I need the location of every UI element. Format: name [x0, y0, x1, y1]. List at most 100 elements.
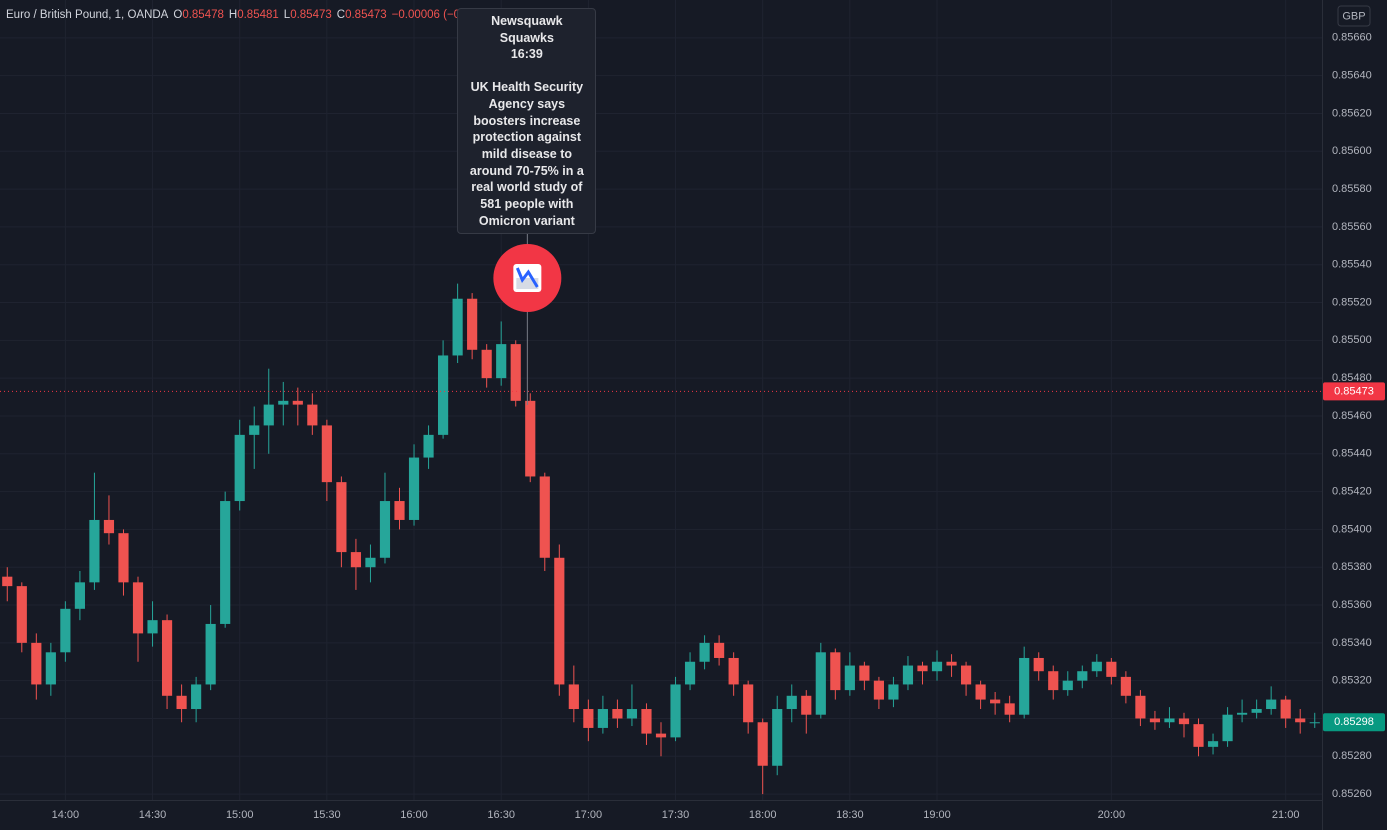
news-tooltip: Newsquawk Squawks 16:39 UK Health Securi…: [457, 8, 597, 235]
y-tick-label: 0.85440: [1332, 448, 1372, 460]
chart-header: Euro / British Pound, 1, OANDA O0.85478 H0…: [6, 9, 490, 21]
candle-body: [423, 434, 434, 458]
candle-body: [990, 699, 1001, 704]
y-tick-label: 0.85420: [1332, 485, 1372, 497]
y-tick-label: 0.85600: [1332, 145, 1372, 157]
x-tick-label: 18:00: [749, 809, 777, 821]
candle-body: [481, 349, 492, 379]
candle-body: [597, 709, 608, 728]
ohlc-key: L: [283, 9, 291, 21]
candle-body: [510, 344, 521, 401]
candle-body: [350, 552, 362, 568]
candle-body: [161, 620, 173, 696]
event-icon: [515, 267, 539, 288]
candle-body: [670, 684, 681, 738]
ohlc-value: 0.85473: [345, 9, 387, 21]
candle-body: [917, 665, 928, 672]
symbol: Euro / British Pound, 1, OANDA: [6, 9, 169, 21]
candle-body: [496, 344, 507, 379]
price-tag: [1323, 713, 1385, 732]
candle-body: [1280, 699, 1291, 719]
candle-body: [89, 519, 100, 583]
x-tick-label: 18:30: [836, 809, 864, 821]
candle-body: [408, 457, 420, 520]
candle-body: [467, 298, 478, 350]
candle-body: [714, 642, 725, 658]
candle-body: [1309, 722, 1320, 724]
y-tick-label: 0.85320: [1332, 675, 1372, 687]
news-source: Newsquawk Squawks: [491, 14, 563, 45]
currency-box: [1337, 5, 1371, 27]
candle-body: [772, 709, 783, 766]
x-tick-label: 20:00: [1098, 809, 1126, 821]
x-tick-label: 17:30: [662, 809, 690, 821]
y-tick-label: 0.85380: [1332, 561, 1372, 573]
news-time: 16:39: [510, 47, 543, 62]
candle-body: [1091, 661, 1102, 672]
candle-body: [263, 404, 274, 426]
candle-body: [1149, 718, 1161, 723]
candle-body: [554, 557, 565, 685]
candle-body: [655, 733, 667, 738]
y-tick-label: 0.85260: [1332, 788, 1372, 800]
ohlc-value: 0.85478: [182, 9, 224, 21]
candle-body: [539, 476, 550, 558]
candle-body: [16, 586, 27, 643]
candle-body: [859, 665, 870, 681]
candle-body: [292, 400, 303, 405]
candle-body: [379, 501, 391, 558]
x-tick-label: 14:30: [139, 809, 167, 821]
candle-body: [975, 684, 986, 700]
candle-body: [902, 665, 914, 685]
candle-body: [1019, 657, 1030, 715]
candle-body: [1237, 712, 1248, 715]
candle-body: [888, 684, 899, 700]
candle-body: [321, 425, 332, 483]
y-tick-label: 0.85360: [1332, 599, 1372, 611]
ohlc-value: 0.85473: [290, 9, 332, 21]
candle-body: [786, 695, 797, 710]
candle-body: [525, 400, 536, 477]
candle-body: [1004, 703, 1015, 715]
candle-body: [45, 652, 56, 685]
candle-body: [1164, 718, 1175, 723]
y-tick-label: 0.85460: [1332, 410, 1372, 422]
candle-body: [118, 533, 129, 583]
candle-body: [699, 642, 710, 662]
price-tag-label: 0.85473: [1334, 385, 1374, 397]
y-tick-label: 0.85480: [1332, 372, 1372, 384]
news-text: UK Health Security Agency says boosters …: [469, 80, 584, 228]
candle-body: [873, 680, 884, 700]
y-tick-label: 0.85620: [1332, 107, 1372, 119]
x-tick-label: 19:00: [923, 809, 951, 821]
candle-body: [147, 620, 158, 634]
candle-body: [220, 501, 231, 624]
candle-body: [1062, 680, 1073, 691]
candle-body: [568, 684, 579, 710]
candle-body: [176, 695, 187, 710]
price-tag-label: 0.85298: [1334, 716, 1374, 728]
candle-body: [612, 709, 623, 719]
candle-body: [365, 557, 376, 568]
y-tick-label: 0.85560: [1332, 221, 1372, 233]
price-axis: [1322, 0, 1387, 830]
y-tick-label: 0.85500: [1332, 334, 1372, 346]
candle-body: [31, 642, 42, 685]
candle-body: [931, 661, 943, 672]
candle-body: [1251, 709, 1262, 713]
candle-body: [728, 657, 739, 685]
y-tick-label: 0.85540: [1332, 259, 1372, 271]
ohlc-value: 0.85481: [237, 9, 279, 21]
candle-body: [132, 582, 144, 634]
candle-body: [1048, 671, 1059, 691]
y-tick-label: 0.85640: [1332, 70, 1372, 82]
candle-body: [815, 652, 826, 715]
ohlc-key: O: [173, 9, 183, 21]
candle-body: [684, 661, 696, 685]
candle-body: [307, 404, 318, 426]
y-tick-label: 0.85340: [1332, 637, 1372, 649]
candle-body: [1222, 714, 1233, 742]
candle-body: [1106, 661, 1117, 677]
